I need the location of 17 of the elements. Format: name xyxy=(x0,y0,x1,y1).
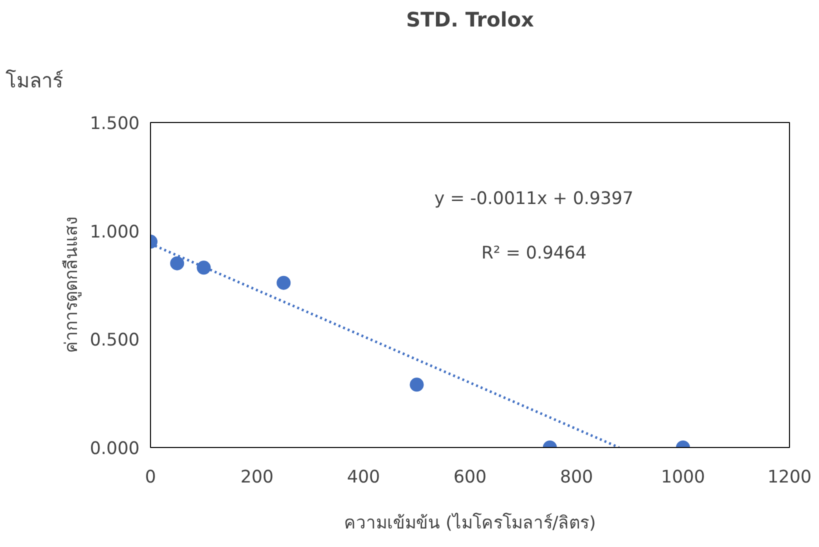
x-axis-title: ความเข้มข้น (ไมโครโมลาร์/ลิตร) xyxy=(344,512,596,534)
x-tick-label: 800 xyxy=(560,468,594,488)
x-tick-label: 1000 xyxy=(660,468,706,488)
x-tick-label: 600 xyxy=(453,468,487,488)
y-tick-label: 1.500 xyxy=(90,114,140,134)
text: โมลาร์ xyxy=(6,68,64,92)
chart-title: STD. Trolox xyxy=(406,8,534,32)
x-tick-label: 0 xyxy=(144,468,156,488)
annotation: y = -0.0011x + 0.9397 xyxy=(434,189,634,210)
annotation: R² = 0.9464 xyxy=(481,243,586,264)
x-tick-label: 1200 xyxy=(767,468,812,488)
y-tick-label: 1.000 xyxy=(90,222,140,242)
y-axis-title: ค่าการดูดกลืนแสง xyxy=(62,217,82,353)
x-tick-label: 200 xyxy=(240,468,274,488)
y-tick-label: 0.500 xyxy=(90,330,140,351)
y-tick-label: 0.000 xyxy=(90,439,140,459)
x-tick-label: 400 xyxy=(346,468,380,488)
